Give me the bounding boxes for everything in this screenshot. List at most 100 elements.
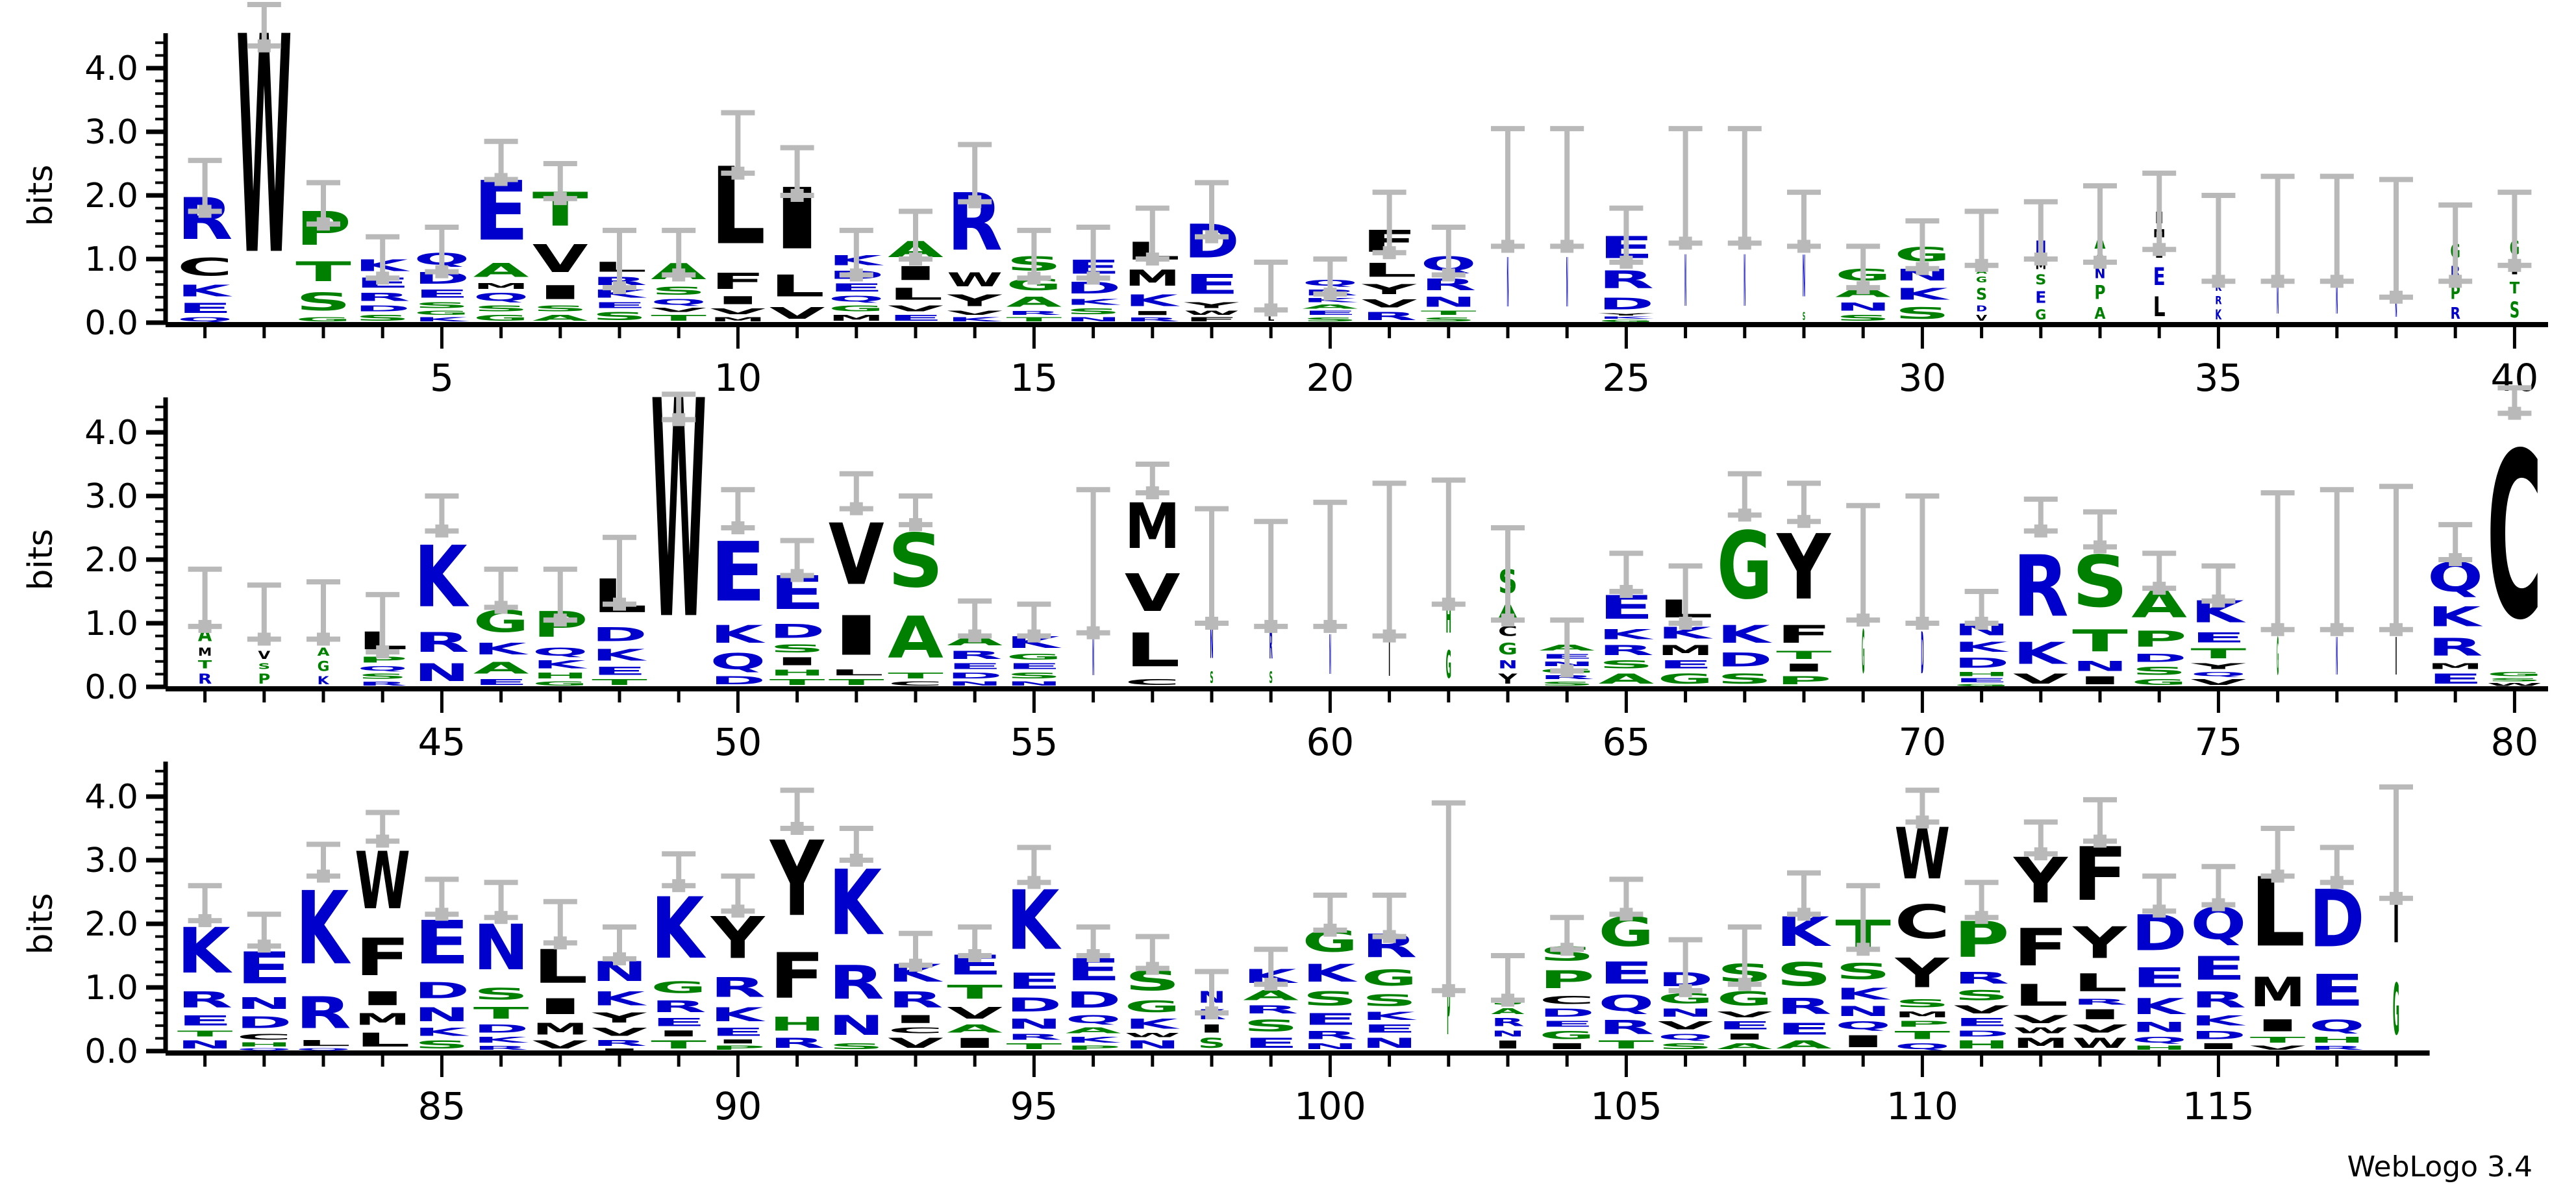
residue-45-R: R — [414, 626, 470, 658]
residue-89-R: R — [651, 997, 707, 1016]
residue-79-E: E — [2427, 671, 2483, 687]
residue-11-L: L — [769, 269, 825, 304]
residue-18-E: E — [1184, 269, 1240, 301]
residue-110-C: C — [1895, 895, 1951, 949]
x-tick-label: 90 — [714, 1084, 762, 1128]
residue-81-E: E — [177, 1013, 233, 1028]
residue-100-R: R — [1303, 1029, 1358, 1042]
residue-42-V: V — [258, 649, 271, 662]
residue-105-Q: Q — [1599, 991, 1655, 1016]
residue-71-G: G — [1954, 684, 2010, 687]
error-bar-53 — [899, 493, 932, 532]
error-bar-2 — [247, 2, 281, 53]
residue-35-K: K — [2215, 308, 2221, 323]
residue-48-E: E — [592, 665, 647, 677]
residue-74-S: S — [2131, 665, 2187, 678]
residue-113-I: I — [2072, 1006, 2128, 1022]
residue-91-F: F — [769, 940, 825, 1013]
error-bar-96 — [1076, 924, 1110, 962]
error-bar-14 — [958, 142, 992, 208]
error-bar-54 — [958, 598, 992, 643]
residue-76-G: G — [2277, 628, 2279, 688]
residue-45-K: K — [414, 528, 470, 626]
error-bar-114 — [2142, 873, 2177, 918]
residue-47-G: G — [532, 680, 588, 687]
residue-32-G: G — [2035, 307, 2046, 323]
error-bar-83 — [306, 841, 340, 883]
residue-85-K: K — [414, 1026, 469, 1038]
residue-104-D: D — [1539, 1007, 1595, 1019]
residue-21-Y: Y — [1362, 282, 1418, 297]
residue-10-M: M — [710, 316, 766, 323]
residue-83-Q: Q — [295, 1048, 351, 1051]
residue-105-T: T — [1599, 1039, 1655, 1051]
error-bar-45 — [425, 493, 459, 538]
residue-41-T: T — [198, 658, 212, 671]
residue-80-C: C — [2487, 404, 2543, 670]
residue-90-E: E — [710, 1026, 766, 1038]
residue-50-E: E — [710, 525, 766, 620]
residue-95-T: T — [1007, 1041, 1062, 1051]
x-tick-label: 105 — [1590, 1084, 1662, 1128]
error-bar-71 — [1964, 589, 1999, 630]
error-bar-6 — [484, 138, 518, 186]
residue-52-V: V — [829, 506, 884, 604]
residue-85-N: N — [414, 1004, 470, 1026]
residue-42-S: S — [258, 662, 270, 671]
residue-14-Y: Y — [947, 291, 1003, 310]
residue-109-K: K — [1835, 985, 1890, 1004]
residue-75-T: T — [2191, 646, 2247, 662]
error-bar-82 — [247, 911, 281, 953]
residue-94-T: T — [947, 981, 1003, 1003]
residue-52-I: I — [829, 604, 884, 668]
residue-93-R: R — [888, 988, 944, 1013]
x-tick-label: 85 — [418, 1084, 466, 1128]
residue-117-E: E — [2309, 965, 2365, 1016]
residue-52-L: L — [829, 668, 884, 678]
residue-96-Q: Q — [1066, 1013, 1121, 1026]
residue-82-H: H — [236, 1041, 292, 1048]
residue-100-N: N — [1303, 1041, 1358, 1051]
x-tick-label: 110 — [1886, 1084, 1958, 1128]
residue-55-G: G — [1007, 652, 1062, 662]
residue-16-S: S — [1066, 306, 1121, 316]
residue-82-N: N — [236, 994, 292, 1013]
error-bar-68 — [1787, 480, 1821, 528]
residue-33-P: P — [2094, 282, 2105, 304]
residue-98-S: S — [1198, 1035, 1226, 1051]
error-bar-113 — [2083, 797, 2117, 848]
error-bar-28 — [1787, 190, 1821, 253]
residue-42-P: P — [258, 671, 270, 687]
error-bar-9 — [662, 227, 696, 282]
error-bar-4 — [366, 234, 400, 285]
residue-114-K: K — [2131, 994, 2187, 1019]
residue-66-G: G — [1658, 671, 1714, 687]
residue-110-Q: Q — [1895, 1041, 1951, 1051]
residue-51-I: I — [769, 655, 825, 668]
residue-1-C: C — [177, 253, 233, 282]
residue-112-W: W — [2013, 1026, 2069, 1035]
x-tick-label: 65 — [1602, 720, 1650, 764]
error-bar-110 — [1905, 787, 1940, 829]
residue-34-L: L — [2153, 291, 2166, 323]
residue-15-A: A — [1007, 294, 1062, 310]
y-tick-label: 0.0 — [84, 1032, 138, 1071]
residue-116-V: V — [2250, 1045, 2306, 1051]
residue-14-K: K — [947, 316, 1003, 323]
residue-113-L: L — [2072, 969, 2128, 997]
error-bar-51 — [780, 538, 814, 582]
error-bar-56 — [1076, 487, 1110, 639]
residue-7-A: A — [532, 313, 588, 323]
residue-115-R: R — [2191, 988, 2247, 1013]
residue-116-M: M — [2250, 969, 2306, 1016]
y-axis-title: bits — [21, 893, 60, 955]
residue-9-Q: Q — [651, 297, 707, 307]
residue-54-D: D — [947, 671, 1003, 681]
residue-12-E: E — [829, 282, 884, 294]
residue-84-W: W — [355, 836, 410, 928]
residue-82-D: D — [236, 1013, 292, 1032]
residue-8-E: E — [592, 301, 647, 310]
x-tick-label: 70 — [1898, 720, 1946, 764]
error-bar-36 — [2260, 173, 2295, 288]
